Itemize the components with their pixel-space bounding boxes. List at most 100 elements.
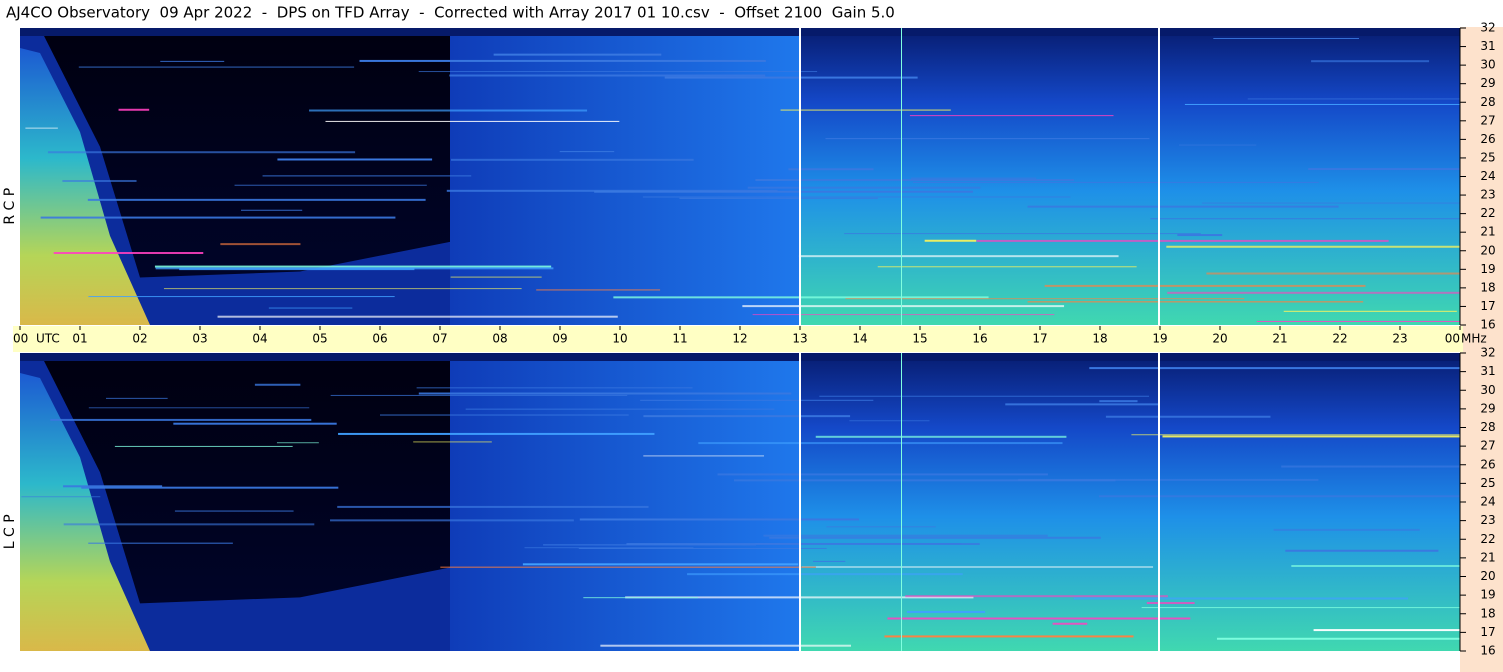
y-tick-label: 32 [1480,346,1495,360]
stripe [493,53,662,56]
y-tick-label: 16 [1480,318,1495,332]
stripe [416,387,693,389]
stripe [698,442,1063,445]
stripe [825,138,1150,140]
stripe [330,394,628,396]
axes: 16 17 18 19 20 21 22 23 24 25 26 27 28 29 30 31 32 R C P 1… [2,21,1496,658]
stripe [664,76,918,79]
y-tick-label: 19 [1480,588,1495,602]
stripe [815,435,1067,438]
vertical-line [901,28,902,325]
stripe [88,296,395,298]
dark-region [40,353,450,604]
stripe [450,276,542,278]
stripe [254,383,301,386]
plots [20,28,1460,651]
vertical-line [799,353,801,651]
y-tick-label: 28 [1480,95,1495,109]
stripe [1256,320,1460,322]
stripe [1027,301,1364,303]
stripe [788,168,874,171]
stripe [88,407,310,409]
y-tick-label: 18 [1480,280,1495,294]
stripe [1131,434,1460,436]
y-tick-label: 31 [1480,39,1495,53]
stripe [1044,284,1366,287]
morning-emission [20,373,150,651]
stripe [906,610,986,613]
top-band [20,353,1460,361]
stripe [643,455,765,457]
y-tick-label: 29 [1480,76,1495,90]
stripe [583,597,698,599]
stripe [277,158,433,161]
stripe [522,563,799,566]
x-tick-label: 07 [432,332,447,346]
stripe [1311,60,1430,63]
stripe [909,115,1114,117]
y-tick-label: 32 [1480,21,1495,35]
y-tick-label: 17 [1480,299,1495,313]
x-tick-label: 00 [13,332,28,346]
stripe [1308,168,1460,171]
stripe [241,209,303,211]
y-tick-label: 25 [1480,150,1495,164]
stripe [1206,272,1460,275]
stripe [81,486,339,489]
stripe [154,265,552,268]
y-tick-label: 31 [1480,364,1495,378]
vertical-line [1158,353,1160,651]
afternoon-band [800,28,1460,325]
stripe [801,566,1154,568]
stripe [1141,607,1460,609]
stripe [1216,637,1460,640]
chart-title: AJ4CO Observatory 09 Apr 2022 - DPS on T… [6,4,895,22]
stripe [643,415,851,418]
stripe [25,127,58,129]
x-tick-label: 10 [612,332,627,346]
x-tick-label: 11 [672,332,687,346]
stripe [174,510,294,512]
stripe [1162,435,1460,438]
x-tick-label: 21 [1272,332,1287,346]
stripe [1005,403,1159,406]
stripe [276,442,319,444]
stripe [40,216,396,219]
vertical-line [901,353,902,651]
stripe [742,305,1065,308]
stripe [1291,564,1460,567]
y-tick-label: 28 [1480,420,1495,434]
stripe [1213,38,1360,40]
stripe [780,109,951,111]
stripe [268,307,353,309]
stripe [911,177,1037,180]
stripe [1073,597,1409,600]
stripe [105,397,168,399]
stripe [114,445,293,447]
stripe [118,108,150,111]
stripe [524,547,694,549]
stripe [413,441,492,443]
y-tick-label: 20 [1480,243,1495,257]
x-tick-label: 08 [492,332,507,346]
stripe [798,255,1119,258]
stripe [642,196,1071,198]
stripe [819,395,1150,397]
stripe [262,175,472,177]
stripe [62,179,137,182]
stripe [1285,549,1439,552]
y-tick-label: 21 [1480,550,1495,564]
stripe [1099,400,1138,403]
stripe [63,485,163,488]
stripe [1027,205,1339,208]
stripe [1146,602,1195,605]
y-tick-label: 26 [1480,457,1495,471]
vertical-line [1158,28,1160,325]
stripe [640,399,874,401]
mid-band [450,353,800,651]
stripe [559,151,615,153]
y-axis-strip [1460,27,1503,672]
stripe [50,418,312,421]
stripe [63,523,315,526]
